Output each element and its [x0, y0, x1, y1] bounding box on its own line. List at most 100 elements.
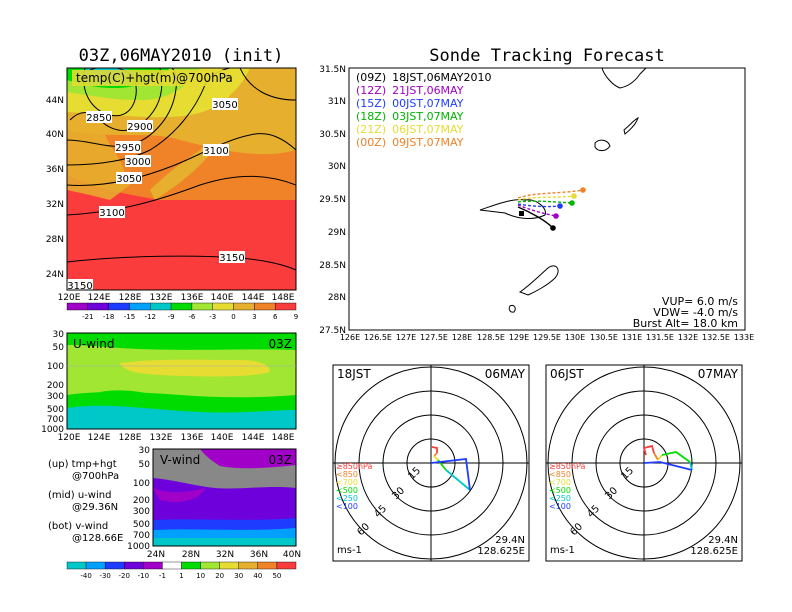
colorbar-swatch	[233, 302, 255, 311]
lon-label: 148E	[272, 433, 295, 443]
tracking-lat-labels: 31.5N 31N 30.5N 30N 29.5N 29N 28.5N 28N …	[319, 65, 346, 336]
lat-label: 32N	[216, 550, 234, 560]
lat-label: 29.5N	[319, 195, 346, 205]
lon-label: 128.5E	[477, 333, 505, 342]
colorbar-label: -15	[124, 313, 135, 321]
svg-text:(09Z)18JST,06MAY2010: (09Z) 18JST,06MAY2010	[356, 71, 491, 84]
lon-label: 128E	[119, 293, 142, 303]
lat-label: 28.5N	[319, 261, 346, 271]
hodo-left-lat: 29.4N	[495, 535, 525, 546]
launch-site	[519, 211, 524, 216]
contour-label: 2900	[127, 122, 152, 133]
main-map-lon-labels: 120E 124E 128E 132E 136E 140E 144E 148E	[58, 293, 295, 303]
level-label: <100	[549, 502, 571, 511]
colorbar-swatch	[219, 561, 239, 570]
contour-label: 3100	[99, 208, 124, 219]
tracking-coastlines	[479, 67, 647, 313]
left-legend: (up) tmp+hgt @700hPa (mid) u-wind @29.36…	[48, 459, 123, 544]
hodo-right-date: 07MAY	[698, 367, 739, 381]
main-map-title: 03Z,06MAY2010 (init)	[79, 46, 284, 66]
main-map-frame	[66, 67, 297, 291]
legend-code: (15Z)	[356, 97, 386, 110]
hodo-left-unit: ms-1	[337, 545, 362, 556]
colorbar-swatch	[108, 302, 130, 311]
u-wind-lon-labels: 120E 124E 128E 132E 136E 140E 144E 148E	[58, 433, 295, 443]
u-wind-time: 03Z	[269, 337, 293, 351]
pressure-label: 50	[53, 343, 65, 353]
lon-label: 120E	[58, 293, 81, 303]
colorbar-label: 9	[294, 313, 298, 321]
colorbar-label: 30	[234, 572, 243, 580]
hodo-left-date: 06MAY	[485, 367, 526, 381]
v-wind-title: V-wind	[160, 453, 200, 467]
tracking-params: VUP= 6.0 m/s VDW= -4.0 m/s Burst Alt= 18…	[633, 295, 739, 330]
legend-bot-2: @128.66E	[72, 533, 123, 544]
colorbar-swatch	[66, 561, 87, 570]
level-label: <500	[336, 486, 358, 495]
lat-label: 30N	[328, 162, 346, 172]
legend-up-1: (up) tmp+hgt	[48, 459, 117, 470]
lat-label: 36N	[250, 550, 268, 560]
colorbar-swatch	[212, 302, 234, 311]
hodo-right-time: 06JST	[550, 367, 584, 381]
lat-label: 31N	[328, 97, 346, 107]
v-wind-pressure-labels: 30 50 100 200 300 500 700 1000	[127, 446, 150, 552]
pressure-label: 500	[47, 405, 64, 415]
colorbar-label: 40	[253, 572, 262, 580]
colorbar-label: 20	[215, 572, 224, 580]
legend-code: (12Z)	[356, 84, 386, 97]
pressure-label: 50	[139, 460, 151, 470]
level-label: <700	[549, 478, 571, 487]
legend-code: (21Z)	[356, 123, 386, 136]
legend-up-2: @700hPa	[72, 471, 119, 482]
colorbar-swatch	[257, 561, 278, 570]
lon-label: 132E	[150, 433, 173, 443]
lon-label: 128E	[452, 333, 472, 342]
pressure-label: 300	[133, 507, 150, 517]
pressure-label: 700	[133, 531, 150, 541]
lon-label: 140E	[211, 433, 234, 443]
lat-label: 29N	[328, 228, 346, 238]
v-wind-frame	[152, 448, 297, 547]
lat-label: 28N	[46, 235, 64, 245]
legend-code: (09Z)	[356, 71, 386, 84]
v-wind-time: 03Z	[269, 453, 293, 467]
lon-label: 130E	[565, 333, 585, 342]
lat-label: 24N	[46, 270, 64, 280]
colorbar-swatch	[254, 302, 276, 311]
colorbar-label: -30	[99, 572, 110, 580]
hodo-left-lon: 128.625E	[477, 546, 525, 557]
colorbar-swatch	[129, 302, 151, 311]
legend-code: (00Z)	[356, 136, 386, 149]
level-label: ≥850hPa	[336, 462, 373, 471]
colorbar-label: -6	[188, 313, 196, 321]
contour-label: 2850	[86, 113, 111, 124]
u-wind-pressure-labels: 30 50 100 200 300 500 700 1000	[41, 330, 64, 435]
lon-label: 133E	[734, 333, 754, 342]
contour-label: 3050	[116, 174, 141, 185]
track-21z	[517, 195, 575, 201]
svg-text:(12Z)21JST,06MAY: (12Z) 21JST,06MAY	[356, 84, 464, 97]
level-label: <500	[549, 486, 571, 495]
legend-time: 18JST,06MAY2010	[392, 71, 491, 84]
hodo-right-lon: 128.625E	[690, 546, 738, 557]
legend-mid-2: @29.36N	[72, 502, 118, 513]
lon-label: 131E	[622, 333, 642, 342]
track-09z	[517, 206, 554, 229]
sonde-tracks	[517, 189, 584, 229]
svg-text:(21Z)06JST,07MAY: (21Z) 06JST,07MAY	[356, 123, 464, 136]
track-00z	[517, 189, 584, 199]
lon-label: 140E	[211, 293, 234, 303]
main-map-lat-labels: 44N 40N 36N 32N 28N 24N	[46, 96, 64, 280]
colorbar-swatch	[150, 302, 172, 311]
lon-label: 131.5E	[646, 333, 674, 342]
level-label: <700	[336, 478, 358, 487]
svg-text:(00Z)09JST,07MAY: (00Z) 09JST,07MAY	[356, 136, 464, 149]
lon-label: 129.5E	[533, 333, 561, 342]
lat-label: 40N	[46, 130, 64, 140]
colorbar-label: -21	[82, 313, 93, 321]
main-map-colorbar: -21 -18 -15 -12 -9 -6 -3 0 3 6 9	[66, 302, 298, 321]
vup-value: VUP= 6.0 m/s	[662, 295, 738, 308]
colorbar-label: -40	[80, 572, 91, 580]
contour-label: 3000	[125, 157, 150, 168]
